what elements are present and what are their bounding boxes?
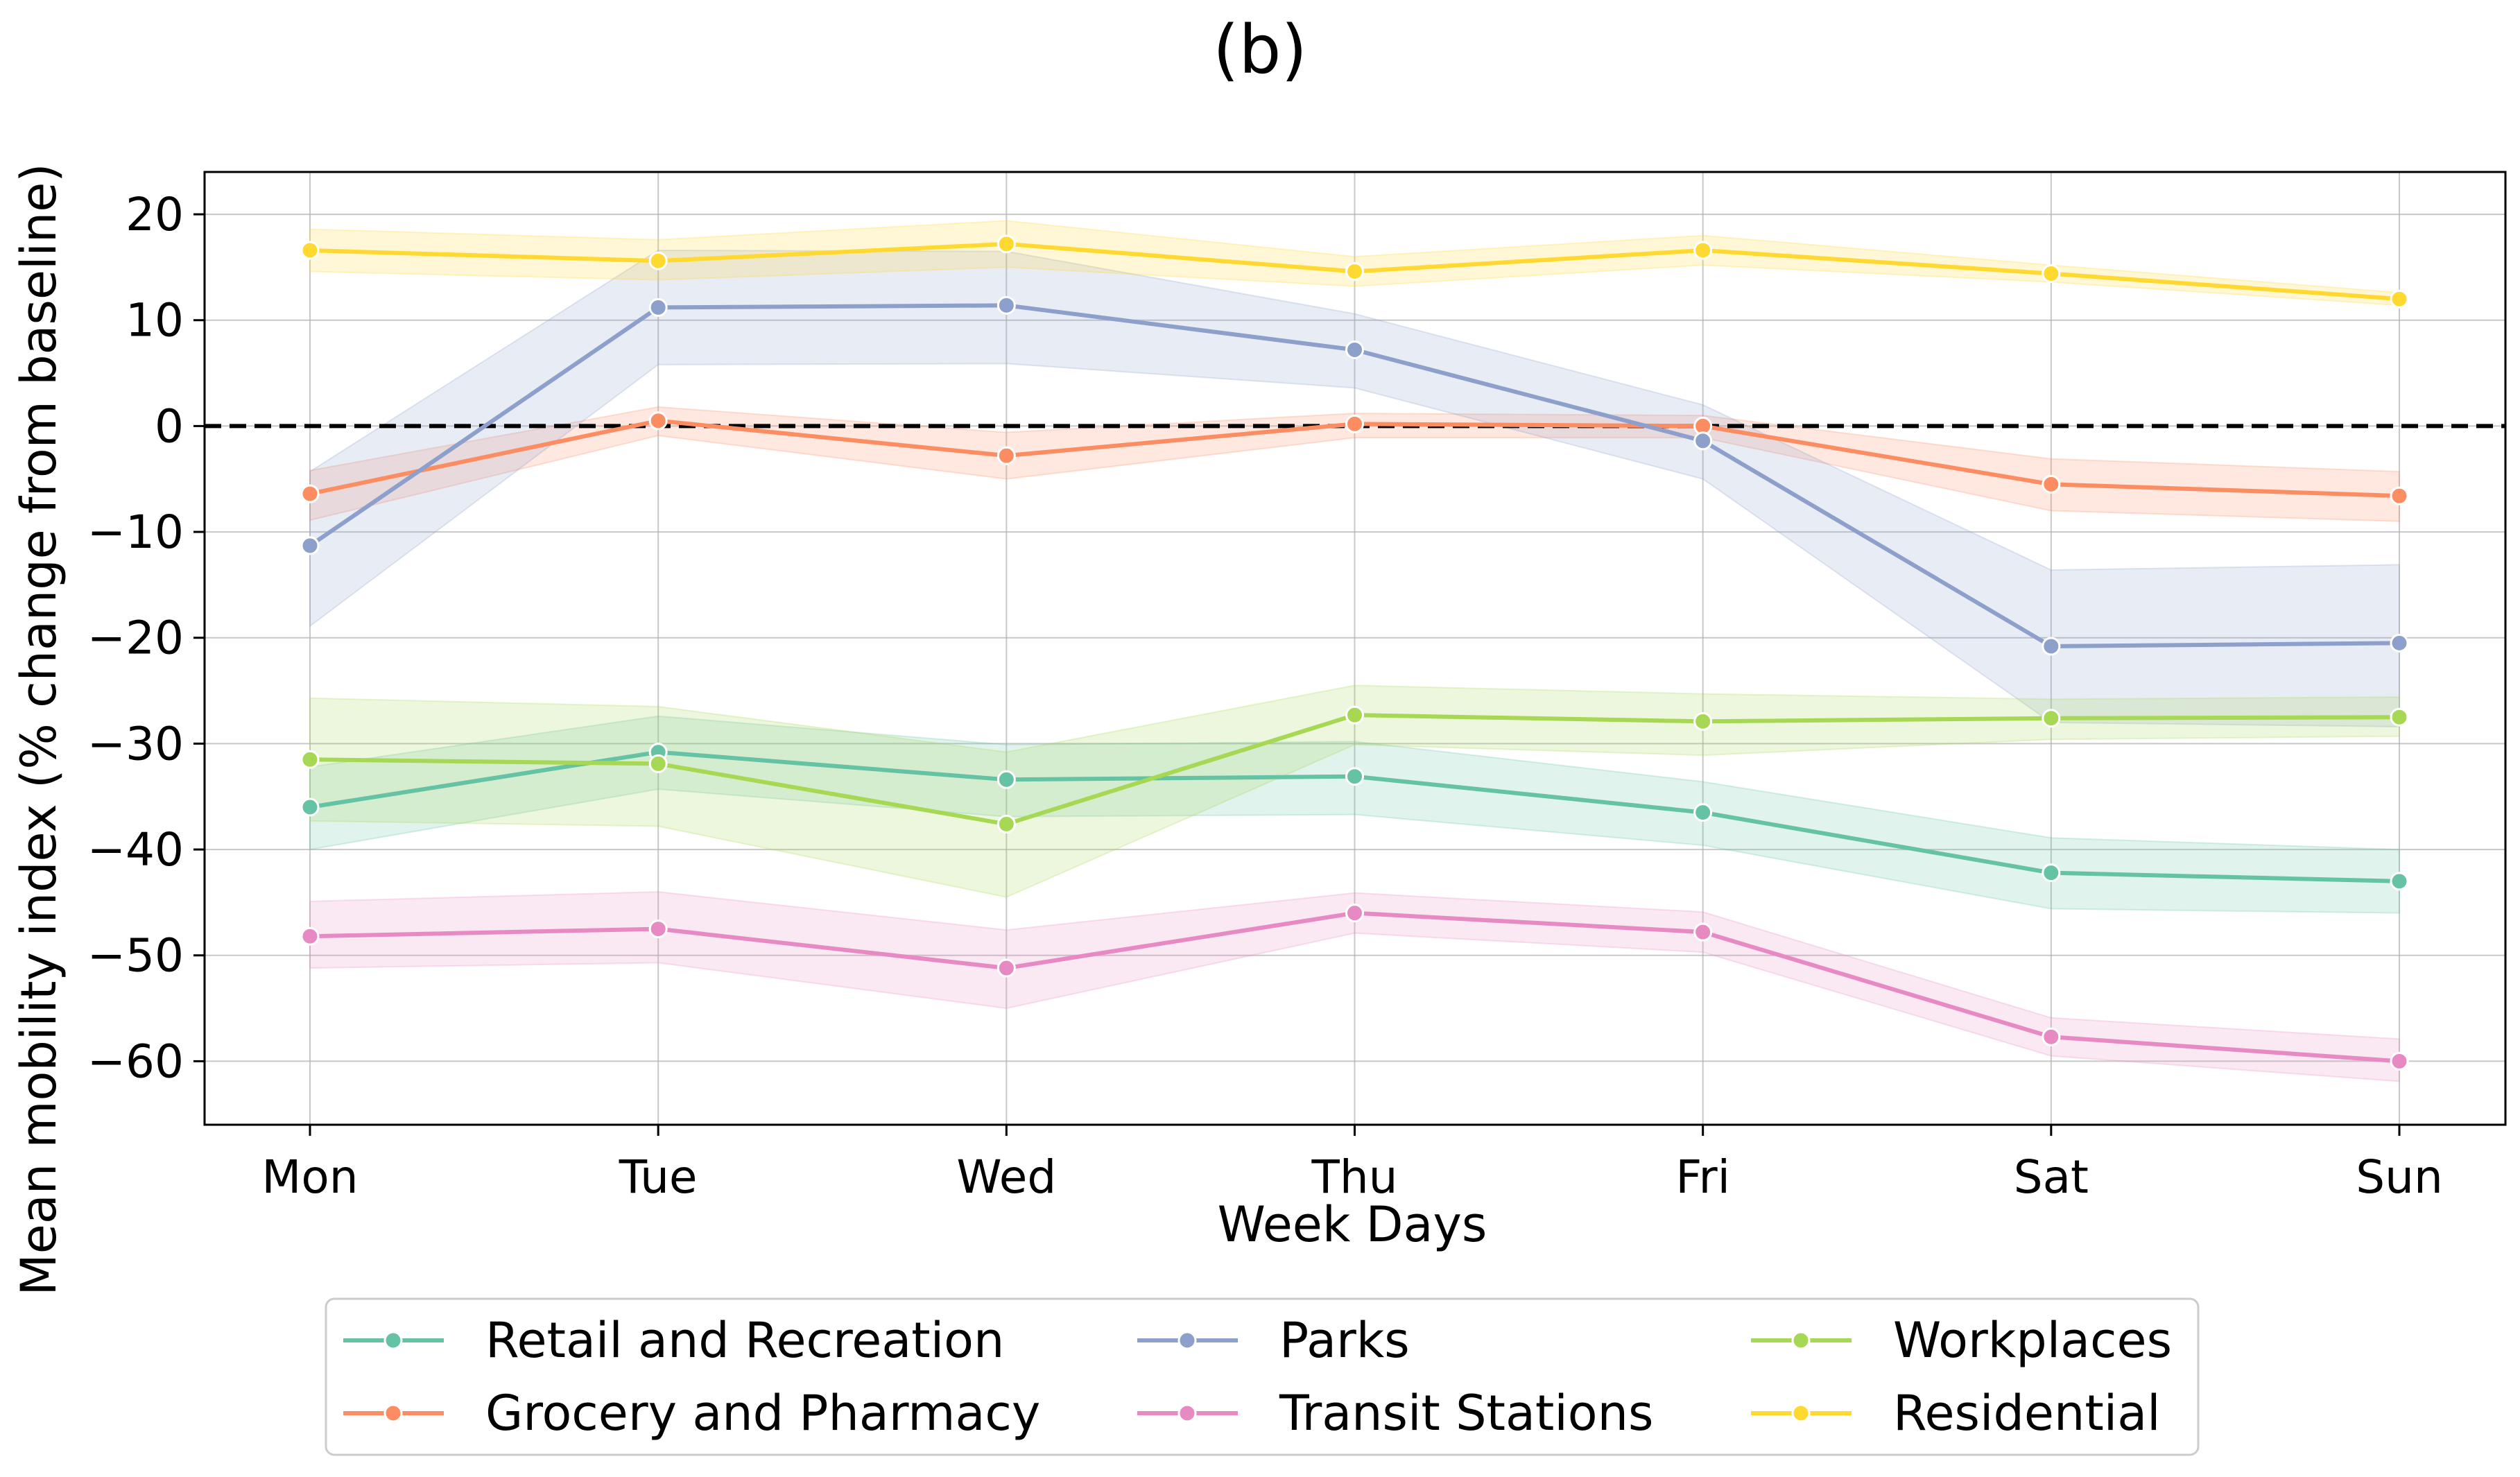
y-tick-label: 20 [126, 188, 184, 241]
point-retail-and-recreation [1693, 803, 1713, 822]
legend: Retail and Recreation Grocery and Pharmac… [325, 1297, 2200, 1456]
point-transit-stations [648, 919, 668, 939]
point-parks [1345, 340, 1364, 359]
band-transit-stations [309, 891, 2400, 1082]
point-transit-stations [996, 958, 1016, 978]
legend-swatch-marker [1791, 1331, 1811, 1350]
legend-swatch-marker [1177, 1331, 1197, 1350]
legend-swatch-marker [1177, 1403, 1197, 1423]
point-grocery-and-pharmacy [2390, 486, 2409, 506]
point-parks [648, 297, 668, 317]
point-grocery-and-pharmacy [996, 446, 1016, 465]
x-tick-label: Sat [2014, 1150, 2089, 1204]
point-parks [2390, 633, 2409, 653]
legend-label: Parks [1279, 1312, 1410, 1369]
legend-item-transit-stations: Transit Stations [1137, 1385, 1653, 1442]
point-residential [2042, 264, 2061, 284]
point-workplaces [648, 754, 668, 773]
point-workplaces [996, 814, 1016, 833]
series-markers [300, 234, 2409, 1071]
point-grocery-and-pharmacy [2042, 474, 2061, 494]
legend-item-grocery-and-pharmacy: Grocery and Pharmacy [343, 1385, 1040, 1442]
y-tick-label: −50 [87, 929, 184, 983]
point-parks [2042, 637, 2061, 656]
point-residential [996, 234, 1016, 254]
point-parks [300, 536, 320, 555]
point-transit-stations [2390, 1051, 2409, 1071]
legend-item-retail-and-recreation: Retail and Recreation [343, 1312, 1004, 1369]
y-tick-label: −30 [87, 717, 184, 770]
point-workplaces [300, 750, 320, 769]
chart-title: (b) [1213, 11, 1307, 89]
y-axis-label: Mean mobility index (% change from basel… [10, 163, 67, 1295]
point-workplaces [1345, 705, 1364, 725]
legend-label: Retail and Recreation [485, 1312, 1004, 1369]
x-tick-label: Mon [261, 1150, 358, 1204]
legend-item-workplaces: Workplaces [1751, 1312, 2172, 1369]
point-retail-and-recreation [2390, 872, 2409, 891]
point-retail-and-recreation [2042, 863, 2061, 883]
x-tick-label: Wed [956, 1150, 1056, 1204]
band-workplaces [309, 684, 2400, 898]
x-tick-label: Fri [1675, 1150, 1730, 1204]
point-parks [1693, 431, 1713, 451]
y-tick-label: −60 [87, 1035, 184, 1088]
x-axis-label: Week Days [1218, 1196, 1487, 1253]
y-tick-label: −40 [87, 823, 184, 876]
point-residential [1345, 262, 1364, 282]
point-residential [648, 251, 668, 270]
legend-swatch-marker [383, 1331, 403, 1350]
point-residential [300, 241, 320, 260]
legend-item-residential: Residential [1751, 1385, 2161, 1442]
point-grocery-and-pharmacy [1345, 414, 1364, 433]
y-tick-label: 0 [155, 399, 184, 453]
band-grocery-and-pharmacy [309, 406, 2400, 522]
legend-swatch-marker [383, 1403, 403, 1423]
point-retail-and-recreation [996, 770, 1016, 789]
legend-item-parks: Parks [1137, 1312, 1410, 1369]
point-transit-stations [2042, 1027, 2061, 1046]
point-grocery-and-pharmacy [648, 411, 668, 431]
legend-frame [325, 1297, 2200, 1456]
point-transit-stations [1345, 904, 1364, 923]
y-tick-label: −20 [87, 612, 184, 665]
point-residential [1693, 241, 1713, 260]
x-axis-ticks: Mon Tue Wed Thu Fri Sat Sun [261, 1125, 2443, 1204]
point-residential [2390, 289, 2409, 309]
x-tick-label: Tue [619, 1150, 698, 1204]
y-axis-ticks: 20 10 0 −10 −20 −30 −40 −50 −60 [87, 188, 205, 1088]
point-transit-stations [300, 926, 320, 946]
point-transit-stations [1693, 922, 1713, 942]
x-tick-label: Sun [2356, 1150, 2443, 1204]
point-retail-and-recreation [300, 797, 320, 817]
y-tick-label: −10 [87, 506, 184, 559]
legend-swatch-marker [1791, 1403, 1811, 1423]
legend-label: Workplaces [1893, 1312, 2172, 1369]
legend-label: Residential [1893, 1385, 2161, 1442]
point-parks [996, 295, 1016, 315]
point-workplaces [2390, 707, 2409, 727]
y-tick-label: 10 [126, 294, 184, 347]
x-tick-label: Thu [1311, 1150, 1398, 1204]
point-retail-and-recreation [1345, 767, 1364, 786]
point-workplaces [1693, 711, 1713, 731]
point-grocery-and-pharmacy [300, 484, 320, 503]
legend-label: Grocery and Pharmacy [485, 1385, 1040, 1442]
point-workplaces [2042, 709, 2061, 728]
legend-label: Transit Stations [1279, 1385, 1653, 1442]
